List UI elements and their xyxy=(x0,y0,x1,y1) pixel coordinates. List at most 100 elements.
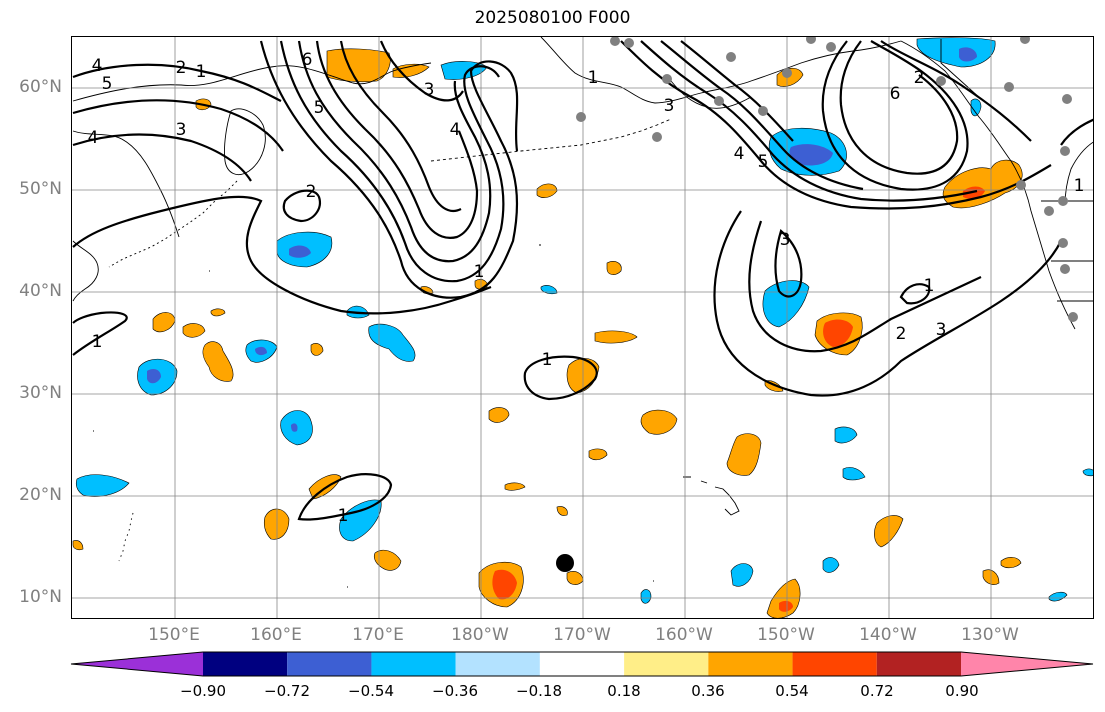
station-dot xyxy=(1068,312,1078,322)
warm-patch xyxy=(942,159,1023,209)
cool-core xyxy=(289,245,311,258)
cool-patch xyxy=(540,285,558,295)
station-dot xyxy=(1044,206,1054,216)
contour-label: 1 xyxy=(1074,176,1085,196)
cool-patch xyxy=(822,557,840,573)
graticule xyxy=(72,37,1093,618)
contour-label: 5 xyxy=(758,152,769,172)
cool-patch xyxy=(640,589,652,604)
station-dot xyxy=(1058,196,1068,206)
contour-line xyxy=(72,133,252,182)
contour-label: 1 xyxy=(588,68,599,88)
station-dot xyxy=(576,112,586,122)
colorbar-tick-label: −0.54 xyxy=(348,682,394,700)
cool-patch xyxy=(339,499,382,542)
station-dot xyxy=(758,106,768,116)
position-marker xyxy=(556,554,574,572)
station-dot xyxy=(1060,146,1070,156)
kuril-islands xyxy=(108,180,238,268)
contour-line xyxy=(315,40,479,239)
station-dot xyxy=(936,76,946,86)
colorbar-extend-low xyxy=(71,652,203,676)
nw-america-coast xyxy=(900,40,1076,330)
contour-line xyxy=(839,40,959,175)
station-dot xyxy=(714,96,724,106)
warm-patch xyxy=(594,330,638,344)
contour-labels: 1 1 1 1 1 1 1 1 2 2 2 2 3 3 3 3 3 4 4 4 … xyxy=(88,50,1085,526)
cool-core xyxy=(147,369,161,384)
warm-patch xyxy=(1000,557,1022,569)
cool-core xyxy=(255,346,267,356)
colorbar-tick-label: 0.90 xyxy=(945,682,979,700)
contour-line xyxy=(72,99,284,152)
contour-line xyxy=(282,189,321,223)
warm-patch xyxy=(210,308,226,317)
lat-label-20n: 20°N xyxy=(19,485,62,505)
cool-patch xyxy=(1082,468,1093,477)
aleutian-chain xyxy=(430,118,672,162)
contour-line xyxy=(880,40,1032,142)
contour-label: 4 xyxy=(92,56,103,76)
station-dot xyxy=(662,74,672,84)
colorbar-tick-label: −0.72 xyxy=(264,682,310,700)
contour-line xyxy=(713,210,1062,397)
lon-label-150w: 150°W xyxy=(757,625,815,645)
colorbar-segment xyxy=(371,652,456,676)
contour-label: 5 xyxy=(102,74,113,94)
colorbar-segment xyxy=(539,652,625,676)
cool-patch xyxy=(834,426,858,444)
lon-label-140w: 140°W xyxy=(859,625,917,645)
kamchatka-coast xyxy=(72,62,432,102)
lon-label-150e: 150°E xyxy=(148,625,200,645)
contour-line xyxy=(523,355,598,401)
colorbar xyxy=(70,651,1094,677)
contour-line xyxy=(339,40,462,213)
lat-label-60n: 60°N xyxy=(19,77,62,97)
contour-label: 3 xyxy=(936,320,947,340)
colorbar-segment xyxy=(708,652,793,676)
cool-patch xyxy=(730,563,754,587)
station-dot xyxy=(1060,264,1070,274)
contour-line xyxy=(680,40,794,142)
lon-label-130w: 130°W xyxy=(961,625,1019,645)
contour-label: 2 xyxy=(306,182,317,202)
contour-line xyxy=(640,40,978,202)
map-panel: 1 1 1 1 1 1 1 1 2 2 2 2 3 3 3 3 3 4 4 4 … xyxy=(71,36,1094,619)
contour-line xyxy=(379,40,464,102)
station-dot xyxy=(726,52,736,62)
station-dot xyxy=(1058,238,1068,248)
colorbar-segment xyxy=(455,652,540,676)
okhotsk-coast xyxy=(72,130,180,238)
contour-line xyxy=(748,220,982,353)
station-dot xyxy=(782,68,792,78)
warm-patch xyxy=(766,578,801,618)
warm-patch xyxy=(726,433,762,476)
warm-patch xyxy=(308,474,342,500)
contour-label: 5 xyxy=(314,98,325,118)
contour-line xyxy=(660,40,864,191)
contour-line xyxy=(279,40,505,283)
station-dot xyxy=(1004,82,1014,92)
contour-label: 6 xyxy=(890,84,901,104)
lon-label-160e: 160°E xyxy=(250,625,302,645)
colorbar-tick-label: −0.36 xyxy=(432,682,478,700)
contour-line xyxy=(774,229,803,298)
station-dot xyxy=(1016,180,1026,190)
japan-coast xyxy=(72,240,99,302)
kamchatka-peninsula xyxy=(224,108,266,175)
colorbar-extend-high xyxy=(961,652,1093,676)
station-dot xyxy=(826,42,836,52)
colorbar-tick-label: −0.18 xyxy=(516,682,562,700)
cool-patch xyxy=(368,323,416,362)
cool-patch xyxy=(842,467,866,481)
contour-line xyxy=(899,283,931,305)
contour-label: 4 xyxy=(734,144,745,164)
colorbar-segment xyxy=(624,652,709,676)
contour-label: 1 xyxy=(542,350,553,370)
contours xyxy=(72,40,1093,521)
lat-label-10n: 10°N xyxy=(19,587,62,607)
small-islands xyxy=(93,244,654,588)
warm-patch xyxy=(310,343,324,356)
contour-label: 3 xyxy=(664,96,675,116)
colorbar-segment xyxy=(203,652,288,676)
